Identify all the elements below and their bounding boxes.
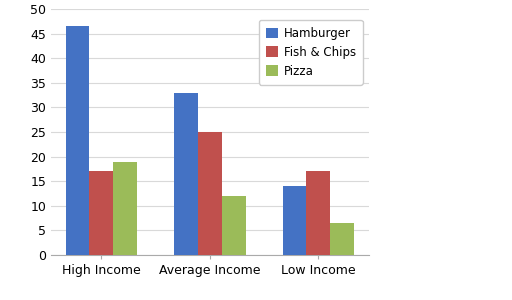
Bar: [307, 171, 330, 255]
Bar: [330, 223, 354, 255]
Bar: [222, 196, 246, 255]
Bar: [198, 132, 222, 255]
Bar: [283, 186, 307, 255]
Bar: [113, 161, 137, 255]
Bar: [66, 26, 90, 255]
Bar: [90, 171, 113, 255]
Bar: [174, 93, 198, 255]
Legend: Hamburger, Fish & Chips, Pizza: Hamburger, Fish & Chips, Pizza: [259, 20, 362, 85]
